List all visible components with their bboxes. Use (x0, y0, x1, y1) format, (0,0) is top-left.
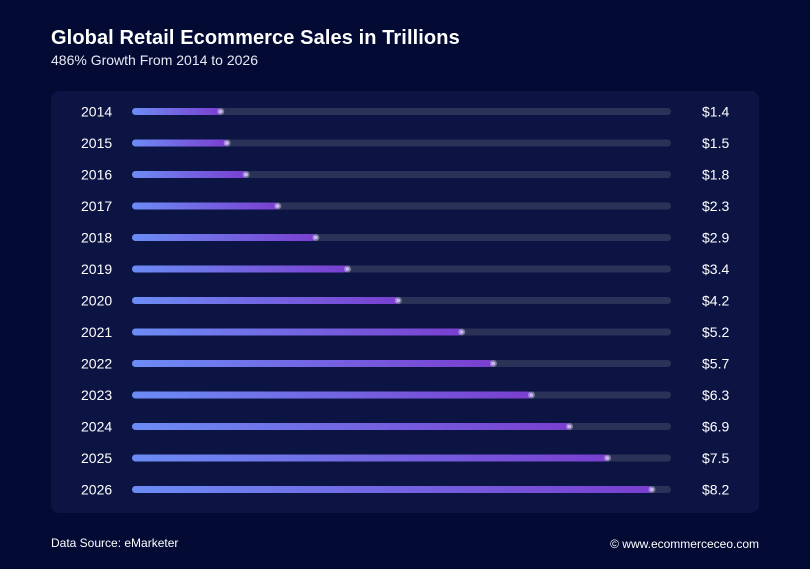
bar-row-2025: 2025 $7.5 (81, 450, 729, 466)
bar (132, 360, 494, 367)
category-label: 2019 (81, 261, 112, 277)
bar (132, 328, 462, 336)
bar-end-marker (567, 424, 572, 429)
category-label: 2015 (81, 135, 112, 151)
bar-end-marker (650, 487, 654, 492)
copyright-credit[interactable]: © www.ecommerceceo.com (610, 537, 759, 551)
bar-end-marker (314, 235, 318, 240)
bar-row-2016: 2016 $1.8 (81, 167, 729, 183)
bar-end-marker (529, 393, 534, 397)
bar (132, 171, 247, 178)
value-label: $6.9 (702, 419, 729, 435)
category-label: 2020 (81, 293, 112, 309)
bar-end-marker (605, 456, 610, 460)
value-label: $3.4 (702, 261, 729, 277)
bar (132, 202, 278, 210)
bar-row-2015: 2015 $1.5 (81, 135, 729, 151)
category-label: 2024 (81, 419, 112, 435)
bar-end-marker (244, 172, 248, 177)
bar-end-marker (218, 109, 223, 114)
category-label: 2018 (81, 230, 112, 246)
bar-end-marker (225, 141, 229, 145)
bar (132, 391, 532, 399)
bar (132, 423, 570, 430)
bar (132, 108, 221, 115)
value-label: $1.8 (702, 167, 729, 183)
bar (132, 486, 652, 493)
bar-end-marker (459, 330, 464, 334)
bar (132, 454, 608, 462)
bar-row-2023: 2023 $6.3 (81, 387, 729, 403)
bar-row-2026: 2026 $8.2 (81, 482, 729, 498)
category-label: 2025 (81, 450, 112, 466)
bar-track (132, 139, 671, 147)
chart-subtitle: 486% Growth From 2014 to 2026 (51, 52, 259, 68)
bar-end-marker (491, 361, 496, 366)
category-label: 2014 (81, 104, 112, 120)
value-label: $1.5 (702, 135, 729, 151)
bar-row-2017: 2017 $2.3 (81, 198, 729, 214)
bar (132, 139, 228, 147)
value-label: $8.2 (702, 482, 729, 498)
value-label: $5.2 (702, 324, 729, 340)
category-label: 2021 (81, 324, 112, 340)
bar-end-marker (276, 204, 280, 208)
bar-row-2021: 2021 $5.2 (81, 324, 729, 340)
value-label: $6.3 (702, 387, 729, 403)
bar-end-marker (345, 267, 350, 271)
bar-row-2022: 2022 $5.7 (81, 356, 729, 372)
category-label: 2022 (81, 356, 112, 372)
data-source: Data Source: eMarketer (51, 536, 179, 550)
bar-row-2024: 2024 $6.9 (81, 419, 729, 435)
category-label: 2017 (81, 198, 112, 214)
bar-row-2019: 2019 $3.4 (81, 261, 729, 277)
bar (132, 297, 399, 304)
bar (132, 265, 348, 273)
category-label: 2023 (81, 387, 112, 403)
value-label: $2.3 (702, 198, 729, 214)
bar (132, 234, 316, 241)
category-label: 2016 (81, 167, 112, 183)
value-label: $4.2 (702, 293, 729, 309)
category-label: 2026 (81, 482, 112, 498)
value-label: $1.4 (702, 104, 729, 120)
bar-end-marker (396, 298, 401, 303)
value-label: $2.9 (702, 230, 729, 246)
bar-track (132, 171, 671, 178)
bar-row-2014: 2014 $1.4 (81, 104, 729, 120)
bar-track (132, 108, 671, 115)
value-label: $7.5 (702, 450, 729, 466)
value-label: $5.7 (702, 356, 729, 372)
bar-row-2018: 2018 $2.9 (81, 230, 729, 246)
bar-row-2020: 2020 $4.2 (81, 293, 729, 309)
chart-title: Global Retail Ecommerce Sales in Trillio… (51, 27, 460, 49)
